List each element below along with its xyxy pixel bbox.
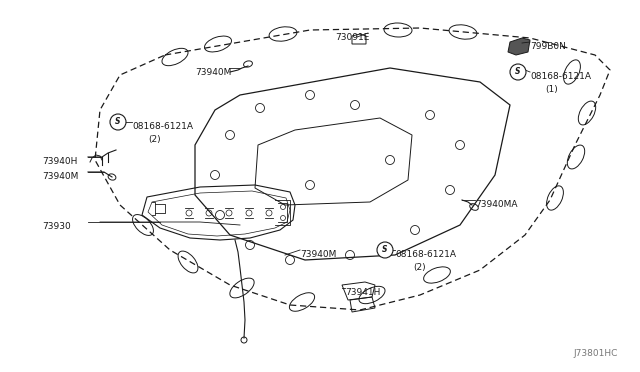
Text: 799B0N: 799B0N (530, 42, 566, 51)
Circle shape (377, 242, 393, 258)
Text: 73091E: 73091E (335, 33, 369, 42)
Text: 08168-6121A: 08168-6121A (395, 250, 456, 259)
Text: 73940M: 73940M (195, 68, 232, 77)
Polygon shape (508, 38, 530, 55)
Text: (1): (1) (545, 85, 557, 94)
Circle shape (110, 114, 126, 130)
Text: S: S (115, 118, 121, 126)
Text: 73940M: 73940M (42, 172, 78, 181)
Text: 73940M: 73940M (300, 250, 337, 259)
Text: (2): (2) (148, 135, 161, 144)
Text: 08168-6121A: 08168-6121A (132, 122, 193, 131)
Text: 73940H: 73940H (42, 157, 77, 166)
Text: J73801HC: J73801HC (573, 349, 618, 358)
Text: 08168-6121A: 08168-6121A (530, 72, 591, 81)
Text: S: S (515, 67, 521, 77)
Text: (2): (2) (413, 263, 426, 272)
Circle shape (510, 64, 526, 80)
Text: S: S (382, 246, 388, 254)
Text: 73941H: 73941H (345, 288, 380, 297)
Text: 73940MA: 73940MA (475, 200, 518, 209)
Text: 73930: 73930 (42, 222, 71, 231)
